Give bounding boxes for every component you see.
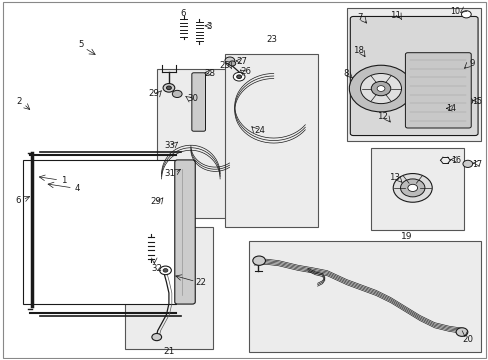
Text: 7: 7	[356, 13, 362, 22]
Text: 13: 13	[388, 174, 399, 183]
Text: 32: 32	[151, 264, 162, 273]
Text: 27: 27	[236, 57, 247, 66]
Text: 21: 21	[163, 347, 174, 356]
Text: 29: 29	[148, 89, 159, 98]
Circle shape	[224, 57, 234, 64]
Text: 2: 2	[17, 96, 22, 105]
Text: 17: 17	[471, 160, 482, 169]
Text: 4: 4	[74, 184, 80, 193]
Circle shape	[360, 73, 401, 104]
Circle shape	[455, 328, 467, 336]
Circle shape	[159, 266, 171, 275]
Circle shape	[407, 184, 417, 192]
Text: 20: 20	[461, 335, 472, 344]
Circle shape	[348, 65, 412, 112]
Circle shape	[376, 86, 384, 91]
Text: 22: 22	[195, 278, 206, 287]
Text: 23: 23	[266, 35, 277, 44]
Text: 29: 29	[150, 197, 161, 206]
Circle shape	[462, 98, 472, 105]
Circle shape	[233, 72, 244, 81]
Text: 11: 11	[389, 10, 400, 19]
Circle shape	[163, 269, 167, 272]
Bar	[125, 226, 212, 348]
Circle shape	[152, 333, 161, 341]
Text: 28: 28	[203, 69, 214, 78]
Text: 14: 14	[446, 104, 455, 113]
Circle shape	[172, 90, 182, 98]
Circle shape	[370, 81, 390, 96]
Text: 1: 1	[61, 176, 67, 185]
Text: 33: 33	[164, 141, 176, 150]
Text: 25: 25	[219, 61, 229, 70]
Circle shape	[228, 61, 235, 66]
Text: 30: 30	[187, 94, 199, 103]
Circle shape	[461, 11, 470, 18]
Text: 24: 24	[254, 126, 264, 135]
Text: 6: 6	[16, 195, 21, 204]
Circle shape	[392, 174, 431, 202]
Circle shape	[163, 84, 174, 92]
FancyBboxPatch shape	[191, 73, 205, 131]
Text: 6: 6	[181, 9, 186, 18]
Text: 12: 12	[377, 112, 387, 121]
Text: 5: 5	[78, 40, 84, 49]
Bar	[249, 241, 480, 352]
Text: 16: 16	[450, 156, 460, 165]
Bar	[157, 69, 249, 218]
Bar	[370, 148, 463, 230]
Text: 10: 10	[449, 7, 459, 16]
Text: 26: 26	[240, 67, 251, 76]
Bar	[346, 8, 480, 140]
Circle shape	[462, 160, 472, 167]
Text: 31: 31	[163, 170, 175, 179]
Circle shape	[400, 179, 424, 197]
Circle shape	[166, 86, 171, 90]
Circle shape	[236, 75, 241, 78]
Bar	[224, 54, 317, 226]
FancyBboxPatch shape	[174, 160, 195, 304]
Text: 3: 3	[206, 22, 212, 31]
Text: 9: 9	[468, 59, 473, 68]
Text: 19: 19	[400, 232, 411, 241]
FancyBboxPatch shape	[349, 17, 477, 135]
Polygon shape	[22, 160, 176, 304]
Text: 18: 18	[352, 46, 363, 55]
Text: 8: 8	[343, 69, 348, 78]
Text: 15: 15	[471, 96, 482, 105]
Circle shape	[252, 256, 265, 265]
FancyBboxPatch shape	[405, 53, 470, 128]
